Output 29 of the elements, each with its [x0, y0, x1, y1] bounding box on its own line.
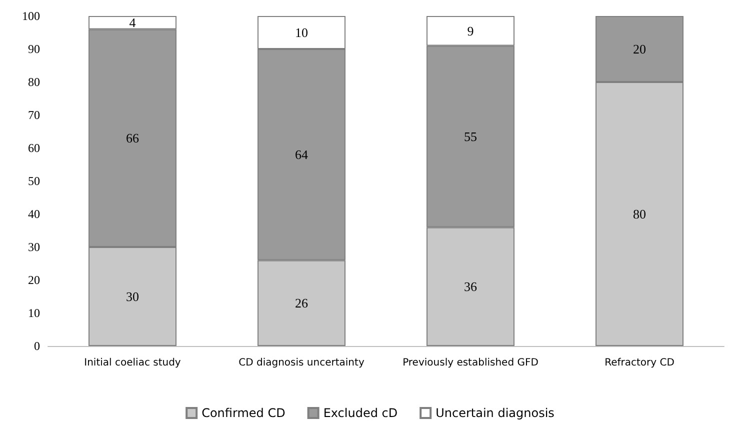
y-tick-label: 10: [28, 306, 40, 320]
y-tick-label: 30: [28, 240, 40, 254]
x-tick-label: Refractory CD: [604, 358, 675, 368]
y-tick-label: 70: [28, 108, 40, 122]
x-tick-label: CD diagnosis uncertainty: [238, 358, 364, 368]
legend-label: Excluded cD: [323, 406, 398, 420]
y-tick-label: 60: [28, 141, 40, 155]
data-label: 36: [464, 279, 478, 294]
y-tick-label: 50: [28, 174, 40, 188]
data-label: 4: [129, 15, 136, 30]
x-tick-label: Previously established GFD: [402, 358, 539, 368]
data-label: 9: [467, 23, 474, 38]
y-tick-label: 20: [28, 273, 40, 287]
legend-label: Uncertain diagnosis: [436, 406, 554, 420]
data-label: 80: [633, 206, 646, 222]
data-label: 10: [295, 25, 308, 40]
data-label: 64: [295, 147, 308, 162]
y-tick-label: 40: [28, 207, 40, 221]
data-label: 55: [464, 128, 477, 144]
legend-label: Confirmed CD: [202, 406, 286, 420]
data-label: 20: [633, 42, 646, 56]
y-tick-label: 0: [34, 339, 40, 353]
y-tick-label: 100: [22, 9, 40, 23]
data-label: 30: [126, 289, 139, 304]
data-label: 66: [126, 130, 140, 146]
data-label: 26: [295, 296, 308, 311]
x-tick-label: Initial coeliac study: [84, 358, 181, 368]
y-tick-label: 80: [28, 75, 40, 89]
y-tick-label: 90: [28, 42, 40, 56]
